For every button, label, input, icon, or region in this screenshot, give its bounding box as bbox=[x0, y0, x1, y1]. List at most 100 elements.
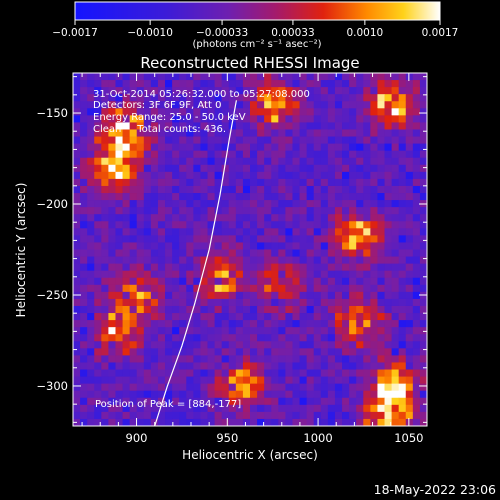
heatmap-cell bbox=[264, 164, 272, 173]
heatmap-cell bbox=[122, 178, 131, 187]
heatmap-cell bbox=[334, 362, 343, 370]
heatmap-cell bbox=[73, 383, 81, 392]
heatmap-cell bbox=[101, 249, 109, 257]
heatmap-cell bbox=[235, 270, 244, 279]
heatmap-cell bbox=[320, 341, 329, 349]
heatmap-cell bbox=[193, 348, 201, 356]
heatmap-cell bbox=[80, 193, 88, 201]
heatmap-cell bbox=[349, 207, 357, 215]
heatmap-cell bbox=[320, 348, 329, 356]
heatmap-cell bbox=[327, 383, 336, 392]
heatmap-cell bbox=[207, 404, 215, 413]
heatmap-cell bbox=[122, 383, 131, 392]
heatmap-cell bbox=[306, 143, 315, 152]
heatmap-cell bbox=[221, 397, 230, 406]
heatmap-cell bbox=[384, 235, 392, 243]
heatmap-cell bbox=[334, 122, 343, 130]
heatmap-cell bbox=[228, 221, 237, 229]
heatmap-cell bbox=[115, 164, 123, 173]
heatmap-cell bbox=[334, 164, 343, 173]
heatmap-cell bbox=[292, 73, 300, 81]
heatmap-cell bbox=[349, 94, 357, 102]
heatmap-cell bbox=[356, 136, 364, 144]
heatmap-cell bbox=[143, 341, 152, 349]
heatmap-cell bbox=[165, 115, 173, 123]
heatmap-cell bbox=[242, 80, 251, 88]
heatmap-cell bbox=[172, 327, 180, 335]
heatmap-cell bbox=[292, 143, 300, 152]
heatmap-cell bbox=[80, 418, 88, 426]
heatmap-cell bbox=[214, 193, 223, 201]
heatmap-cell bbox=[363, 87, 371, 95]
heatmap-cell bbox=[221, 108, 230, 116]
heatmap-cell bbox=[292, 284, 300, 293]
heatmap-cell bbox=[101, 101, 109, 109]
heatmap-cell bbox=[80, 150, 88, 159]
heatmap-cell bbox=[129, 108, 138, 116]
heatmap-cell bbox=[80, 228, 88, 236]
heatmap-cell bbox=[80, 298, 88, 307]
heatmap-cell bbox=[179, 214, 187, 222]
heatmap-cell bbox=[285, 313, 293, 321]
heatmap-cell bbox=[349, 362, 357, 370]
heatmap-cell bbox=[363, 242, 371, 250]
heatmap-cell bbox=[391, 185, 400, 194]
heatmap-cell bbox=[165, 376, 173, 385]
heatmap-cell bbox=[363, 178, 371, 187]
heatmap-cell bbox=[179, 263, 187, 272]
heatmap-cell bbox=[250, 320, 258, 328]
heatmap-cell bbox=[377, 270, 385, 279]
heatmap-cell bbox=[412, 270, 421, 279]
heatmap-cell bbox=[264, 313, 272, 321]
heatmap-cell bbox=[391, 291, 400, 300]
heatmap-cell bbox=[271, 185, 279, 194]
heatmap-cell bbox=[320, 101, 329, 109]
heatmap-cell bbox=[122, 73, 131, 81]
heatmap-cell bbox=[108, 376, 116, 385]
heatmap-cell bbox=[80, 178, 88, 187]
heatmap-cell bbox=[165, 129, 173, 137]
heatmap-cell bbox=[122, 320, 131, 328]
heatmap-cell bbox=[342, 362, 350, 370]
heatmap-cell bbox=[80, 108, 88, 116]
heatmap-cell bbox=[115, 94, 123, 102]
heatmap-cell bbox=[377, 101, 385, 109]
heatmap-cell bbox=[250, 376, 258, 385]
heatmap-cell bbox=[271, 313, 279, 321]
heatmap-cell bbox=[313, 249, 322, 257]
heatmap-cell bbox=[221, 242, 230, 250]
heatmap-cell bbox=[242, 313, 251, 321]
heatmap-cell bbox=[115, 185, 123, 194]
heatmap-cell bbox=[207, 115, 215, 123]
heatmap-cell bbox=[108, 404, 116, 413]
heatmap-cell bbox=[334, 221, 343, 229]
heatmap-cell bbox=[179, 108, 187, 116]
heatmap-cell bbox=[405, 305, 414, 314]
heatmap-cell bbox=[334, 242, 343, 250]
heatmap-cell bbox=[87, 305, 95, 314]
heatmap-cell bbox=[349, 129, 357, 137]
heatmap-cell bbox=[391, 383, 400, 392]
heatmap-cell bbox=[193, 362, 201, 370]
heatmap-cell bbox=[313, 263, 322, 272]
heatmap-cell bbox=[228, 313, 237, 321]
heatmap-cell bbox=[122, 115, 131, 123]
heatmap-cell bbox=[334, 200, 343, 208]
heatmap-cell bbox=[327, 178, 336, 187]
heatmap-cell bbox=[356, 298, 364, 307]
heatmap-cell bbox=[73, 256, 81, 265]
heatmap-cell bbox=[250, 270, 258, 279]
heatmap-cell bbox=[235, 291, 244, 300]
heatmap-cell bbox=[306, 136, 315, 144]
heatmap-cell bbox=[299, 193, 308, 201]
heatmap-cell bbox=[285, 143, 293, 152]
x-tick-label: 900 bbox=[126, 431, 148, 445]
heatmap-cell bbox=[186, 341, 194, 349]
heatmap-cell bbox=[242, 221, 251, 229]
heatmap-cell bbox=[80, 94, 88, 102]
heatmap-cell bbox=[306, 108, 315, 116]
heatmap-cell bbox=[157, 404, 166, 413]
heatmap-cell bbox=[391, 313, 400, 321]
heatmap-cell bbox=[115, 397, 123, 406]
heatmap-cell bbox=[136, 341, 145, 349]
